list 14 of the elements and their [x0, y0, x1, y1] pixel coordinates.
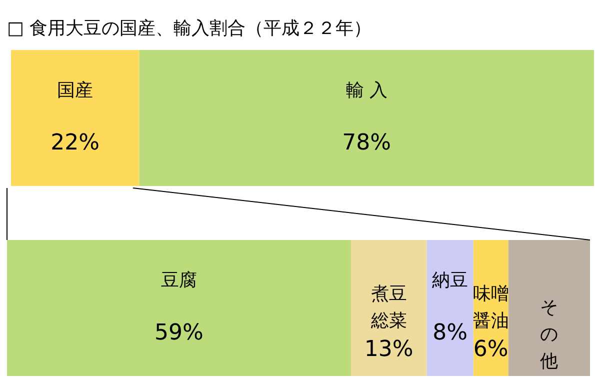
- data-label: 22%: [50, 130, 100, 156]
- data-label: 8%: [432, 320, 468, 346]
- series-label: 国産: [57, 80, 94, 101]
- data-label: 78%: [342, 130, 392, 156]
- series-label: 輸 入: [346, 80, 388, 101]
- series-label: 味噌醤油: [472, 283, 509, 332]
- series-label: 煮豆総菜: [370, 283, 407, 332]
- series-label: 豆腐: [160, 270, 197, 291]
- data-label: 13%: [364, 336, 414, 362]
- series-label: その他: [540, 297, 558, 372]
- series-label: 納豆: [432, 270, 468, 291]
- data-label: 6%: [473, 336, 508, 362]
- chart-title: □ 食用大豆の国産、輸入割合（平成２２年）: [7, 18, 372, 39]
- data-label: 59%: [154, 320, 204, 346]
